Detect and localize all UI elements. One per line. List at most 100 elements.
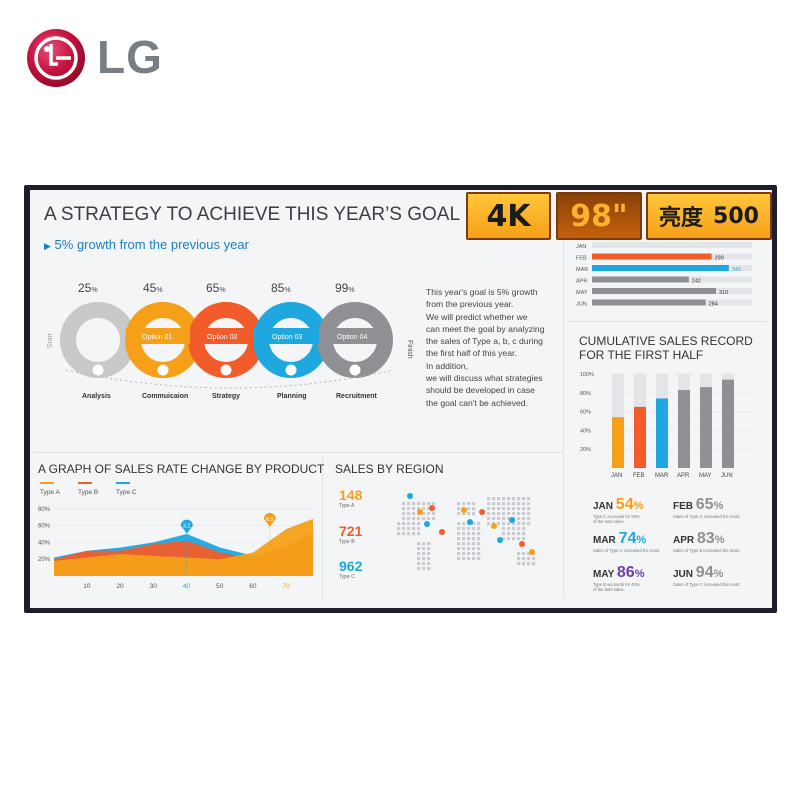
map-dot bbox=[422, 567, 426, 571]
map-dot bbox=[422, 547, 426, 551]
size-badge: 98" bbox=[556, 192, 642, 240]
map-dot bbox=[402, 512, 406, 516]
map-dot bbox=[507, 522, 511, 526]
map-dot bbox=[522, 537, 526, 541]
map-dot bbox=[517, 512, 521, 516]
map-dot bbox=[512, 502, 516, 506]
map-dot bbox=[507, 502, 511, 506]
region-point bbox=[479, 509, 485, 515]
paragraph-line: We will predict whether we bbox=[426, 311, 528, 322]
map-dot bbox=[457, 512, 461, 516]
summary-head: JAN 54% bbox=[593, 496, 673, 514]
summary-note: Type B accounts for 40% bbox=[593, 582, 640, 587]
y-tick-label: 40% bbox=[580, 428, 591, 434]
region-point bbox=[424, 521, 430, 527]
map-dot bbox=[462, 552, 466, 556]
map-dot bbox=[472, 547, 476, 551]
paragraph-line: the sales of Type a, b, c during bbox=[426, 336, 543, 347]
x-tick-label: JUN bbox=[721, 473, 733, 479]
region-point bbox=[407, 493, 413, 499]
map-dot bbox=[527, 502, 531, 506]
brightness-value: 500 bbox=[713, 203, 759, 229]
summary-percent-sign: % bbox=[634, 568, 645, 580]
x-tick-label: JAN bbox=[611, 473, 622, 479]
map-dot bbox=[417, 567, 421, 571]
map-dot bbox=[462, 522, 466, 526]
summary-percent-sign: % bbox=[714, 534, 725, 546]
map-pin-icon bbox=[180, 519, 193, 534]
legend-swatch bbox=[116, 482, 130, 484]
triangle-icon: ▶ bbox=[44, 241, 51, 251]
map-dot bbox=[512, 507, 516, 511]
map-dot bbox=[497, 502, 501, 506]
map-dot bbox=[427, 507, 431, 511]
map-dot bbox=[502, 507, 506, 511]
map-dot bbox=[472, 527, 476, 531]
map-dot bbox=[427, 567, 431, 571]
map-dot bbox=[462, 557, 466, 561]
map-dot bbox=[427, 552, 431, 556]
bar-mar bbox=[656, 398, 668, 468]
summary-head: JUN 94% bbox=[673, 564, 753, 582]
region-point bbox=[497, 537, 503, 543]
map-dot bbox=[472, 542, 476, 546]
map-dot bbox=[412, 522, 416, 526]
map-dot bbox=[462, 512, 466, 516]
marker-label: 3.2 bbox=[183, 524, 191, 530]
map-dot bbox=[487, 512, 491, 516]
bar-apr bbox=[592, 276, 689, 283]
map-dot bbox=[417, 527, 421, 531]
map-dot bbox=[527, 507, 531, 511]
map-dot bbox=[522, 502, 526, 506]
y-tick-label: 80% bbox=[38, 507, 51, 513]
map-dot bbox=[492, 507, 496, 511]
map-dot bbox=[527, 562, 531, 566]
x-tick-label: 10 bbox=[83, 583, 91, 590]
map-dot bbox=[467, 507, 471, 511]
x-tick-label: 30 bbox=[150, 583, 158, 590]
map-dot bbox=[507, 512, 511, 516]
y-tick-label: 20% bbox=[38, 557, 51, 563]
bar-value-label: 342 bbox=[732, 267, 741, 273]
map-dot bbox=[417, 542, 421, 546]
bar-jun bbox=[592, 299, 706, 306]
bar-value-label: 242 bbox=[692, 279, 701, 285]
summary-percent: 86 bbox=[616, 564, 635, 581]
step-communication: Commuicaion bbox=[142, 393, 188, 400]
bar-month-label: MAY bbox=[576, 290, 588, 296]
area-type-a bbox=[54, 518, 313, 576]
x-tick-label: 70 bbox=[282, 583, 290, 590]
region-point bbox=[417, 509, 423, 515]
map-dot bbox=[467, 527, 471, 531]
map-dot bbox=[502, 522, 506, 526]
divider bbox=[322, 458, 323, 603]
summary-head: APR 83% bbox=[673, 530, 753, 548]
stat-value: 721 bbox=[339, 523, 363, 539]
map-dot bbox=[417, 522, 421, 526]
map-dot bbox=[512, 522, 516, 526]
map-dot bbox=[512, 512, 516, 516]
summary-note: Sales of Type C increased the most. bbox=[673, 582, 741, 587]
map-dot bbox=[517, 562, 521, 566]
stat-type: Type C bbox=[339, 574, 355, 580]
map-dot bbox=[527, 497, 531, 501]
y-tick-label: 80% bbox=[580, 391, 591, 397]
bar-value-label: 284 bbox=[709, 302, 718, 308]
map-dot bbox=[532, 562, 536, 566]
arrow-option-03 bbox=[254, 328, 331, 344]
map-dot bbox=[522, 507, 526, 511]
map-dot bbox=[492, 512, 496, 516]
divider bbox=[34, 452, 564, 453]
y-tick-label: 20% bbox=[580, 447, 591, 453]
map-dot bbox=[522, 562, 526, 566]
map-dot bbox=[487, 497, 491, 501]
map-dot bbox=[472, 522, 476, 526]
summary-head: FEB 65% bbox=[673, 496, 753, 514]
map-dot bbox=[492, 497, 496, 501]
summary-note: Sales of Type C increased the most. bbox=[593, 548, 661, 553]
step-analysis: Analysis bbox=[82, 393, 111, 400]
y-tick-label: 60% bbox=[580, 410, 591, 416]
monthly-bar-chart: JAN FEB 299 MAR 342 APR 242 MAY 310 JUN 284 bbox=[576, 242, 752, 308]
map-dot bbox=[402, 517, 406, 521]
map-dot bbox=[422, 562, 426, 566]
